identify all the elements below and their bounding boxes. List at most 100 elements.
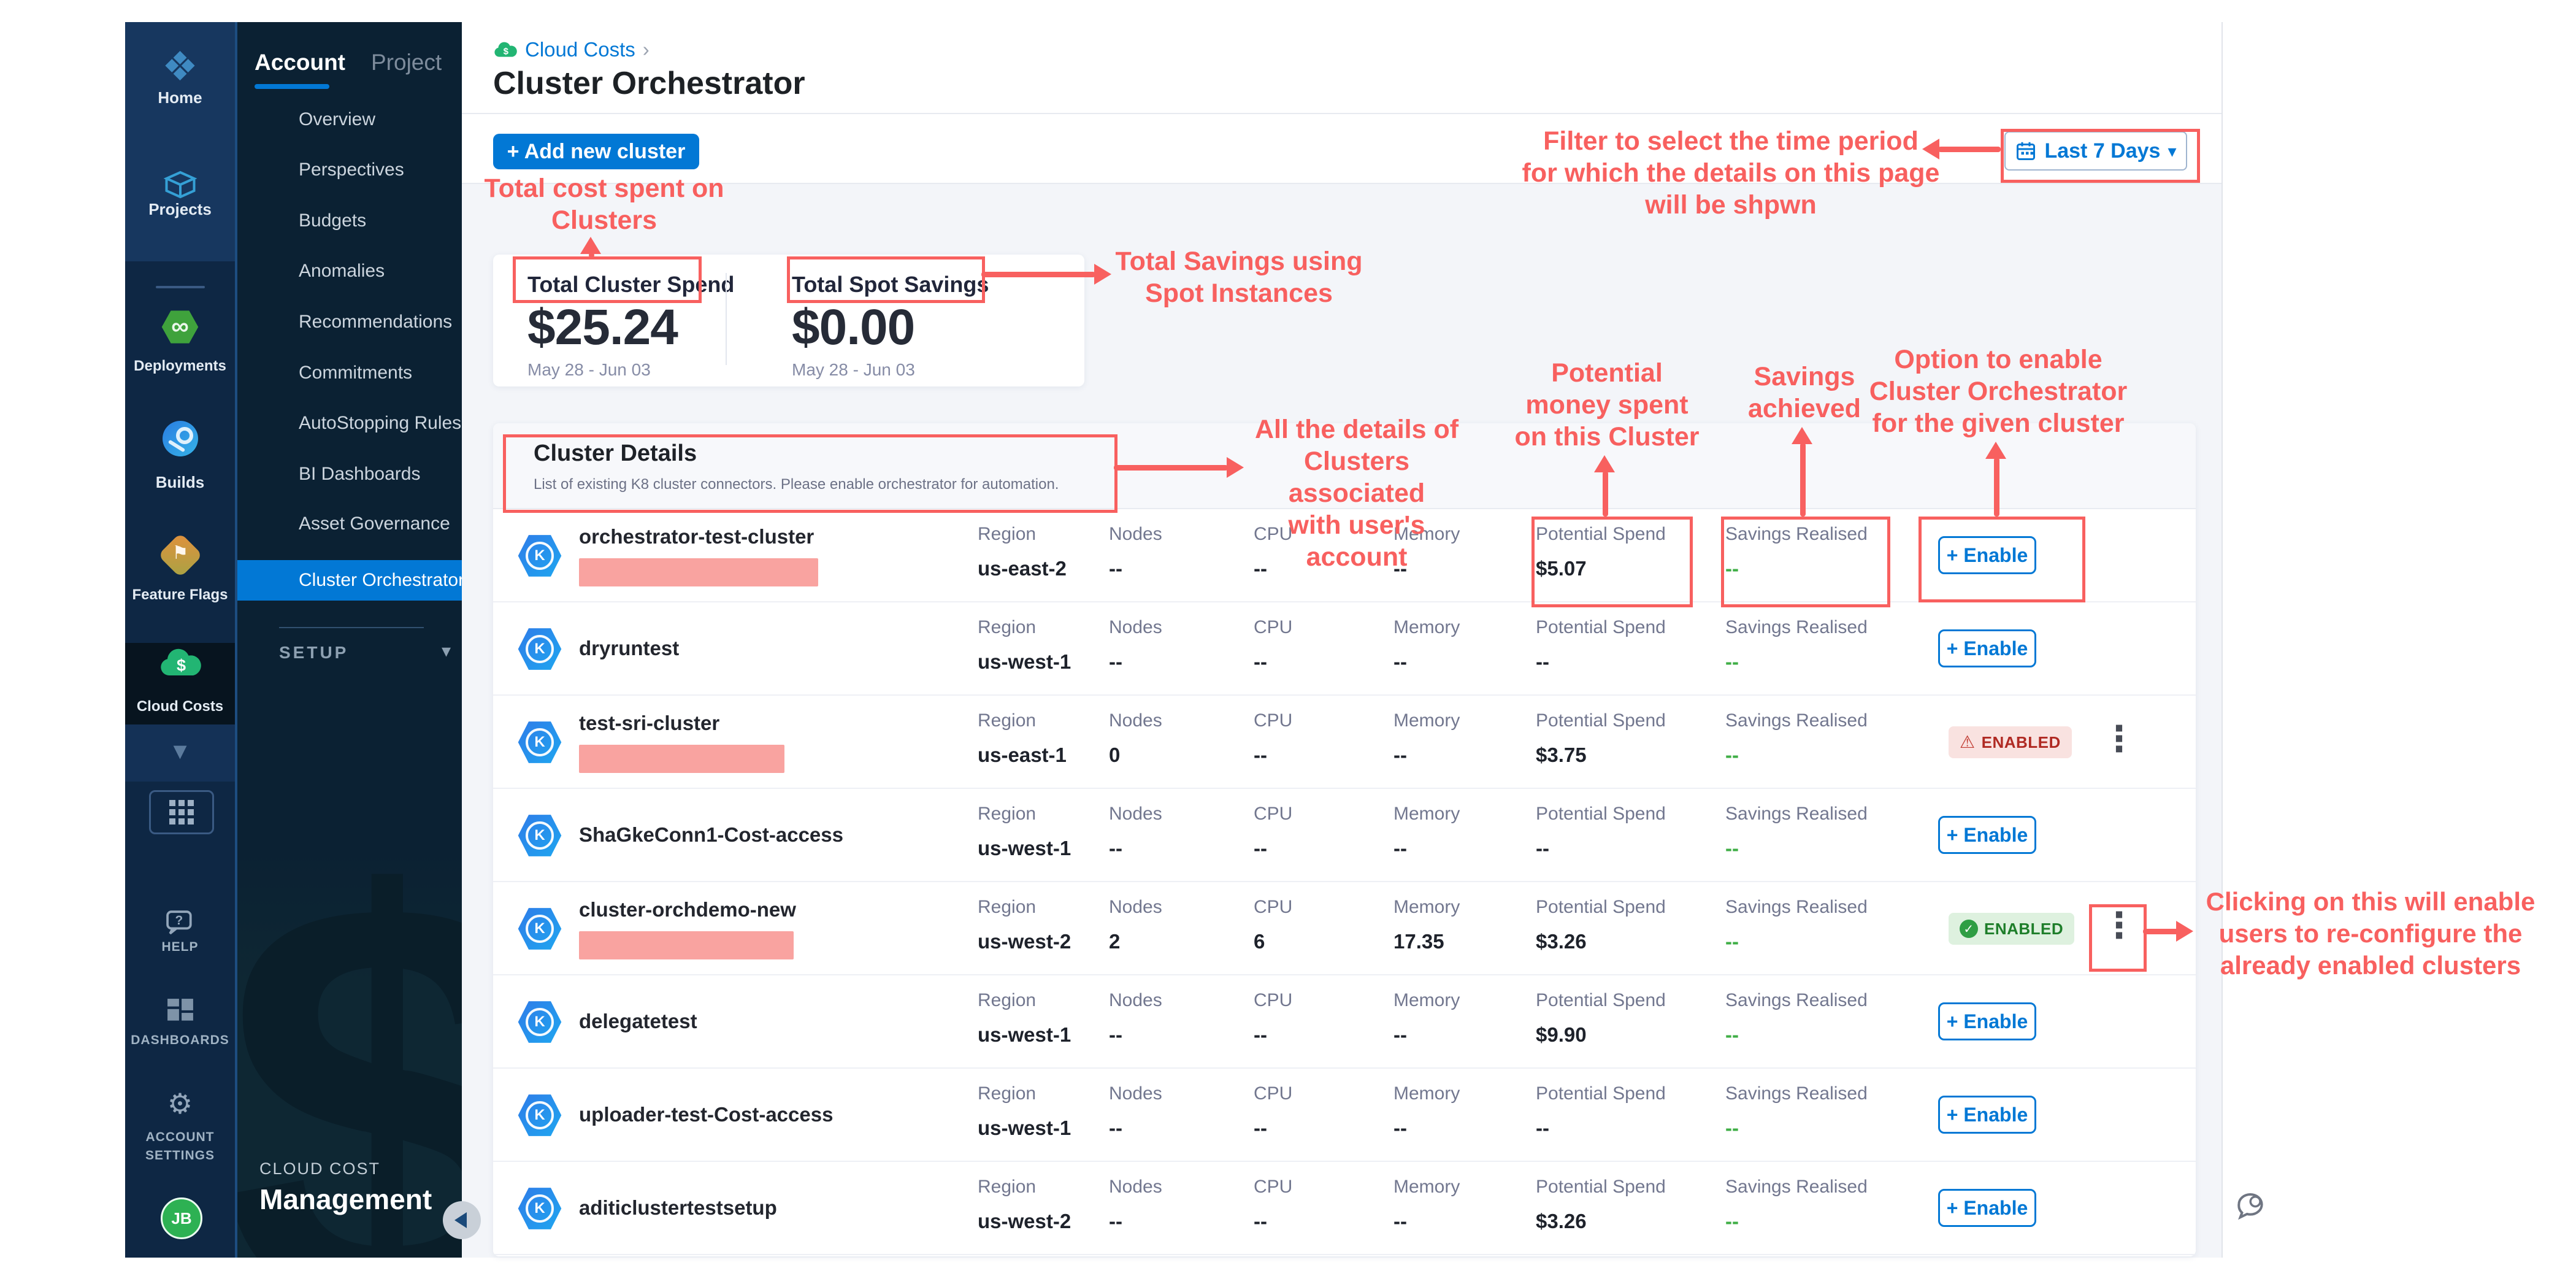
- builds-circle-icon: [162, 421, 198, 456]
- cell-value-nodes: --: [1109, 1210, 1122, 1232]
- row-menu-kebab-icon[interactable]: ⋮: [2101, 905, 2137, 945]
- cell-value-potential-spend: --: [1536, 1116, 1549, 1139]
- check-circle-icon: ✓: [1960, 920, 1978, 938]
- cell-value-cpu: --: [1254, 744, 1267, 766]
- nav-item-perspectives[interactable]: Perspectives: [299, 160, 404, 180]
- k8s-letter: K: [534, 1107, 545, 1123]
- kubernetes-cluster-icon: K: [518, 908, 562, 950]
- cell-value-savings-realised: --: [1725, 837, 1739, 859]
- chevron-left-icon: [454, 1212, 467, 1228]
- nav-item-recommendations[interactable]: Recommendations: [299, 312, 453, 332]
- nav-collapse-button[interactable]: [443, 1201, 481, 1239]
- main-content: $ Cloud Costs › Cluster Orchestrator + A…: [462, 22, 2223, 1258]
- column-label-memory: Memory: [1393, 617, 1460, 637]
- sidebar-item-help[interactable]: ?: [125, 909, 235, 940]
- cell-value-nodes: 2: [1109, 930, 1121, 953]
- column-label-memory: Memory: [1393, 1177, 1460, 1197]
- sidebar-item-account-settings[interactable]: ⚙: [125, 1087, 235, 1120]
- chevron-down-icon: ▾: [441, 641, 451, 661]
- cell-value-savings-realised: --: [1725, 930, 1739, 953]
- cell-value-savings-realised: --: [1725, 1210, 1739, 1232]
- date-range-dropdown[interactable]: Last 7 Days ▾: [2004, 131, 2187, 171]
- sidebar-item-feature-flags[interactable]: ⚑: [125, 532, 235, 578]
- column-label-savings-realised: Savings Realised: [1725, 1083, 1868, 1104]
- redacted-cluster-id: [579, 745, 784, 773]
- column-label-nodes: Nodes: [1109, 1083, 1162, 1104]
- enable-cluster-button[interactable]: + Enable: [1938, 816, 2036, 854]
- column-label-savings-realised: Savings Realised: [1725, 1177, 1868, 1197]
- sidebar-item-dashboards[interactable]: [125, 997, 235, 1029]
- cell-value-region: us-east-2: [978, 557, 1067, 580]
- cell-value-savings-realised: --: [1725, 557, 1739, 580]
- nav-item-asset-governance[interactable]: Asset Governance: [299, 513, 450, 534]
- deployments-infinity-icon: ∞: [161, 310, 199, 344]
- content-area: Total Cluster Spend $25.24 May 28 - Jun …: [462, 184, 2221, 1258]
- sidebar-item-home[interactable]: ❖: [125, 46, 235, 86]
- nav-item-autostopping-rules[interactable]: AutoStopping Rules: [299, 413, 462, 433]
- cell-value-potential-spend: $3.75: [1536, 744, 1587, 766]
- sidebar-item-projects[interactable]: [125, 166, 235, 206]
- cluster-name: uploader-test-Cost-access: [579, 1103, 834, 1126]
- cluster-details-title: Cluster Details: [534, 440, 697, 466]
- column-label-potential-spend: Potential Spend: [1536, 804, 1666, 824]
- stat-divider: [726, 273, 727, 365]
- add-new-cluster-button[interactable]: + Add new cluster: [493, 134, 699, 169]
- sidebar-item-cloud-costs[interactable]: $ Cloud Costs: [125, 643, 235, 724]
- cell-value-region: us-west-1: [978, 1023, 1071, 1046]
- nav-item-commitments[interactable]: Commitments: [299, 363, 413, 383]
- enable-cluster-button[interactable]: + Enable: [1938, 1096, 2036, 1134]
- cell-value-memory: --: [1393, 650, 1407, 673]
- cell-value-memory: --: [1393, 744, 1407, 766]
- kubernetes-cluster-icon: K: [518, 1001, 562, 1043]
- column-label-savings-realised: Savings Realised: [1725, 897, 1868, 917]
- nav-item-overview[interactable]: Overview: [299, 109, 376, 129]
- column-label-potential-spend: Potential Spend: [1536, 617, 1666, 637]
- nav-item-cluster-orchestrator[interactable]: Cluster Orchestrator: [237, 560, 464, 601]
- page-header: $ Cloud Costs › Cluster Orchestrator: [462, 22, 2221, 114]
- cell-value-cpu: --: [1254, 557, 1267, 580]
- cell-value-cpu: --: [1254, 1023, 1267, 1046]
- k8s-letter: K: [534, 920, 545, 937]
- user-avatar[interactable]: JB: [161, 1197, 202, 1239]
- kubernetes-cluster-icon: K: [518, 815, 562, 856]
- kubernetes-cluster-icon: K: [518, 535, 562, 577]
- enable-cluster-button[interactable]: + Enable: [1938, 536, 2036, 574]
- annotation-kebab-note: Clicking on this will enable users to re…: [2206, 887, 2536, 980]
- enable-cluster-button[interactable]: + Enable: [1938, 1189, 2036, 1227]
- tab-account[interactable]: Account: [255, 50, 345, 75]
- k8s-letter: K: [534, 1013, 545, 1030]
- cell-value-nodes: 0: [1109, 744, 1121, 766]
- cell-value-nodes: --: [1109, 837, 1122, 859]
- cluster-details-card: Cluster Details List of existing K8 clus…: [493, 423, 2196, 1256]
- rail-collapse-strip[interactable]: ▾: [125, 724, 235, 782]
- cluster-name: cluster-orchdemo-new: [579, 898, 796, 921]
- sidebar-item-deployments[interactable]: ∞: [125, 309, 235, 345]
- chat-widget-icon[interactable]: [2233, 1190, 2268, 1224]
- column-label-region: Region: [978, 804, 1037, 824]
- nav-setup-group[interactable]: SETUP ▾: [279, 641, 451, 663]
- k8s-letter: K: [534, 640, 545, 657]
- column-label-region: Region: [978, 897, 1037, 917]
- nav-item-bi-dashboards[interactable]: BI Dashboards: [299, 464, 421, 484]
- column-label-nodes: Nodes: [1109, 897, 1162, 917]
- module-picker-button[interactable]: [149, 790, 214, 834]
- nav-item-anomalies[interactable]: Anomalies: [299, 261, 385, 281]
- nav-item-budgets[interactable]: Budgets: [299, 210, 367, 231]
- sidebar-item-builds[interactable]: [125, 421, 235, 459]
- k8s-ring: K: [526, 728, 554, 756]
- k8s-ring: K: [526, 821, 554, 850]
- tab-project[interactable]: Project: [371, 50, 442, 75]
- row-menu-kebab-icon[interactable]: ⋮: [2101, 719, 2137, 759]
- breadcrumb-separator: ›: [642, 38, 650, 61]
- enable-cluster-button[interactable]: + Enable: [1938, 1002, 2036, 1040]
- stat-value: $25.24: [527, 299, 678, 355]
- sidebar-label-dashboards: DASHBOARDS: [131, 1033, 229, 1047]
- enable-cluster-button[interactable]: + Enable: [1938, 629, 2036, 667]
- cell-value-cpu: --: [1254, 650, 1267, 673]
- enabled-status-badge: ⚠ ENABLED: [1949, 726, 2072, 758]
- k8s-letter: K: [534, 1200, 545, 1216]
- breadcrumb-link-cloud-costs[interactable]: Cloud Costs: [525, 38, 635, 61]
